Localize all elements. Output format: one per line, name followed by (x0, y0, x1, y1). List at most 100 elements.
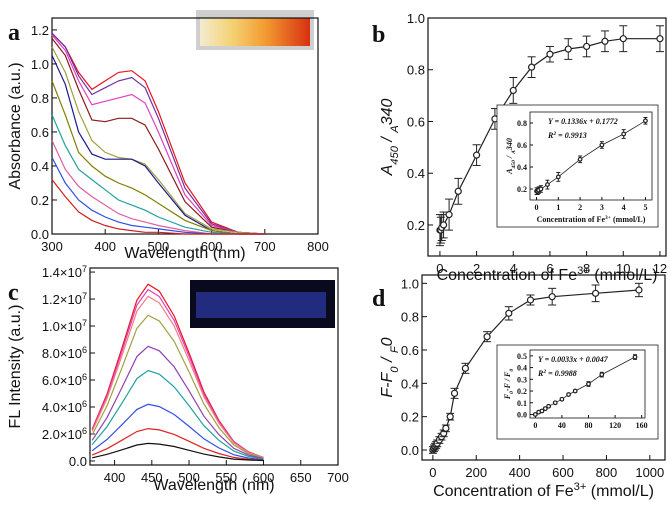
x-tick-label: 400 (94, 239, 116, 254)
data-point (505, 309, 513, 317)
data-point (445, 211, 453, 219)
text-part: 1.4×10 (42, 265, 82, 280)
data-point (599, 372, 605, 378)
x-axis-label: Concentration of Fe3+ (mmol/L) (537, 215, 646, 224)
text-part: 6 (82, 426, 87, 436)
spectrum-line (91, 314, 264, 459)
fit-equation: Y = 0.1336x + 0.1772 (548, 117, 618, 126)
y-tick-label: 0.8 (407, 63, 425, 78)
text-part: 1.2×10 (42, 292, 82, 307)
x-tick-label: 600 (253, 470, 275, 485)
x-tick-label: 120 (609, 421, 621, 430)
text-part: 450 (511, 160, 517, 170)
x-tick-label: 160 (636, 421, 648, 430)
y-tick-label: 6.0×106 (42, 372, 87, 388)
x-tick-label: 800 (307, 239, 329, 254)
text-part: 6 (82, 372, 87, 382)
y-tick-label: 0.0 (31, 227, 49, 242)
y-tick-label: 1.0 (31, 57, 49, 72)
x-tick-label: 400 (509, 465, 531, 480)
x-tick-label: 8 (583, 261, 590, 276)
spectrum-line (51, 32, 265, 235)
text-part: R (537, 369, 544, 378)
text-part: 0 (379, 337, 396, 346)
text-part: 3+ (605, 215, 611, 221)
data-point (548, 293, 556, 301)
x-tick-label: 500 (178, 470, 200, 485)
text-part: 0 (509, 369, 515, 372)
plot-frame (529, 111, 653, 201)
text-part: (mmol/L) (586, 483, 654, 500)
x-tick-label: 400 (104, 470, 126, 485)
y-tick-label: 1.0 (401, 276, 419, 291)
y-tick-label: 0.4 (31, 159, 49, 174)
x-tick-label: 40 (558, 421, 566, 430)
panel-label: d (372, 286, 386, 312)
text-part: Concentration of Fe (433, 483, 574, 500)
data-point (583, 42, 591, 51)
text-part: 3+ (577, 265, 590, 277)
data-point (538, 186, 544, 192)
x-axis-label: Wavelength (nm) (153, 477, 274, 494)
y-axis-label: A450 / A340 (505, 138, 517, 175)
data-point (545, 182, 550, 188)
x-tick-label: 1 (556, 203, 560, 212)
text-part: 2 (552, 131, 556, 137)
data-point (621, 131, 627, 137)
data-point (586, 381, 591, 387)
text-part: 7 (82, 291, 87, 301)
x-tick-label: 300 (41, 239, 63, 254)
data-point (483, 333, 491, 341)
x-tick-label: 0 (533, 421, 537, 430)
text-part: = 0.9913 (556, 131, 587, 140)
y-tick-label: 0.4 (407, 166, 425, 181)
x-tick-label: 3 (600, 203, 604, 212)
data-point (619, 35, 627, 43)
y-tick-label: 0.2 (517, 387, 527, 396)
y-tick-label: 0.3 (517, 375, 527, 384)
spectrum-line (51, 114, 265, 235)
text-part: 8.0×10 (42, 346, 82, 361)
y-tick-label: 0.1 (517, 399, 527, 408)
y-axis-label: Absorbance (a.u.) (7, 62, 24, 189)
text-part: A (505, 168, 514, 175)
panel-label: a (8, 20, 20, 46)
panel-label: b (372, 22, 385, 48)
x-tick-label: 5 (643, 203, 647, 212)
y-tick-label: 0.2 (517, 185, 527, 194)
data-point (532, 412, 538, 417)
data-point (526, 296, 535, 304)
plot-frame (421, 274, 666, 461)
y-tick-label: 0.6 (517, 141, 527, 150)
spectrum-line (51, 179, 265, 235)
text-part: = 0.9988 (546, 369, 577, 378)
data-point (446, 413, 454, 421)
text-part: -F / F (503, 371, 512, 391)
data-point (566, 392, 571, 397)
text-part: / (379, 353, 396, 366)
y-tick-label: 0.0 (401, 443, 419, 458)
fit-equation: Y = 0.0033x + 0.0047 (538, 355, 609, 364)
spectrum-line (51, 34, 265, 235)
text-part: 7 (82, 264, 87, 274)
plot-frame (427, 17, 667, 257)
x-tick-label: 600 (552, 465, 574, 480)
x-tick-label: 80 (584, 421, 592, 430)
text-part: 2 (542, 369, 546, 375)
data-point (555, 174, 561, 180)
text-part: F-F (379, 372, 396, 398)
text-part: 0 (389, 366, 401, 373)
photo-vials (196, 10, 314, 50)
text-part: R (547, 131, 554, 140)
photo-fluorescence (190, 280, 335, 328)
x-tick-label: 700 (254, 239, 276, 254)
text-part: 2.0×10 (42, 427, 82, 442)
x-tick-label: 0 (535, 203, 539, 212)
y-tick-label: 0.5 (517, 352, 527, 361)
x-tick-label: 200 (465, 465, 487, 480)
y-tick-label: 8.0×106 (42, 345, 87, 361)
data-point (439, 221, 448, 229)
y-tick-label: 0.8 (517, 119, 527, 128)
spectrum-line (51, 80, 265, 235)
text-part: 3+ (574, 481, 587, 493)
